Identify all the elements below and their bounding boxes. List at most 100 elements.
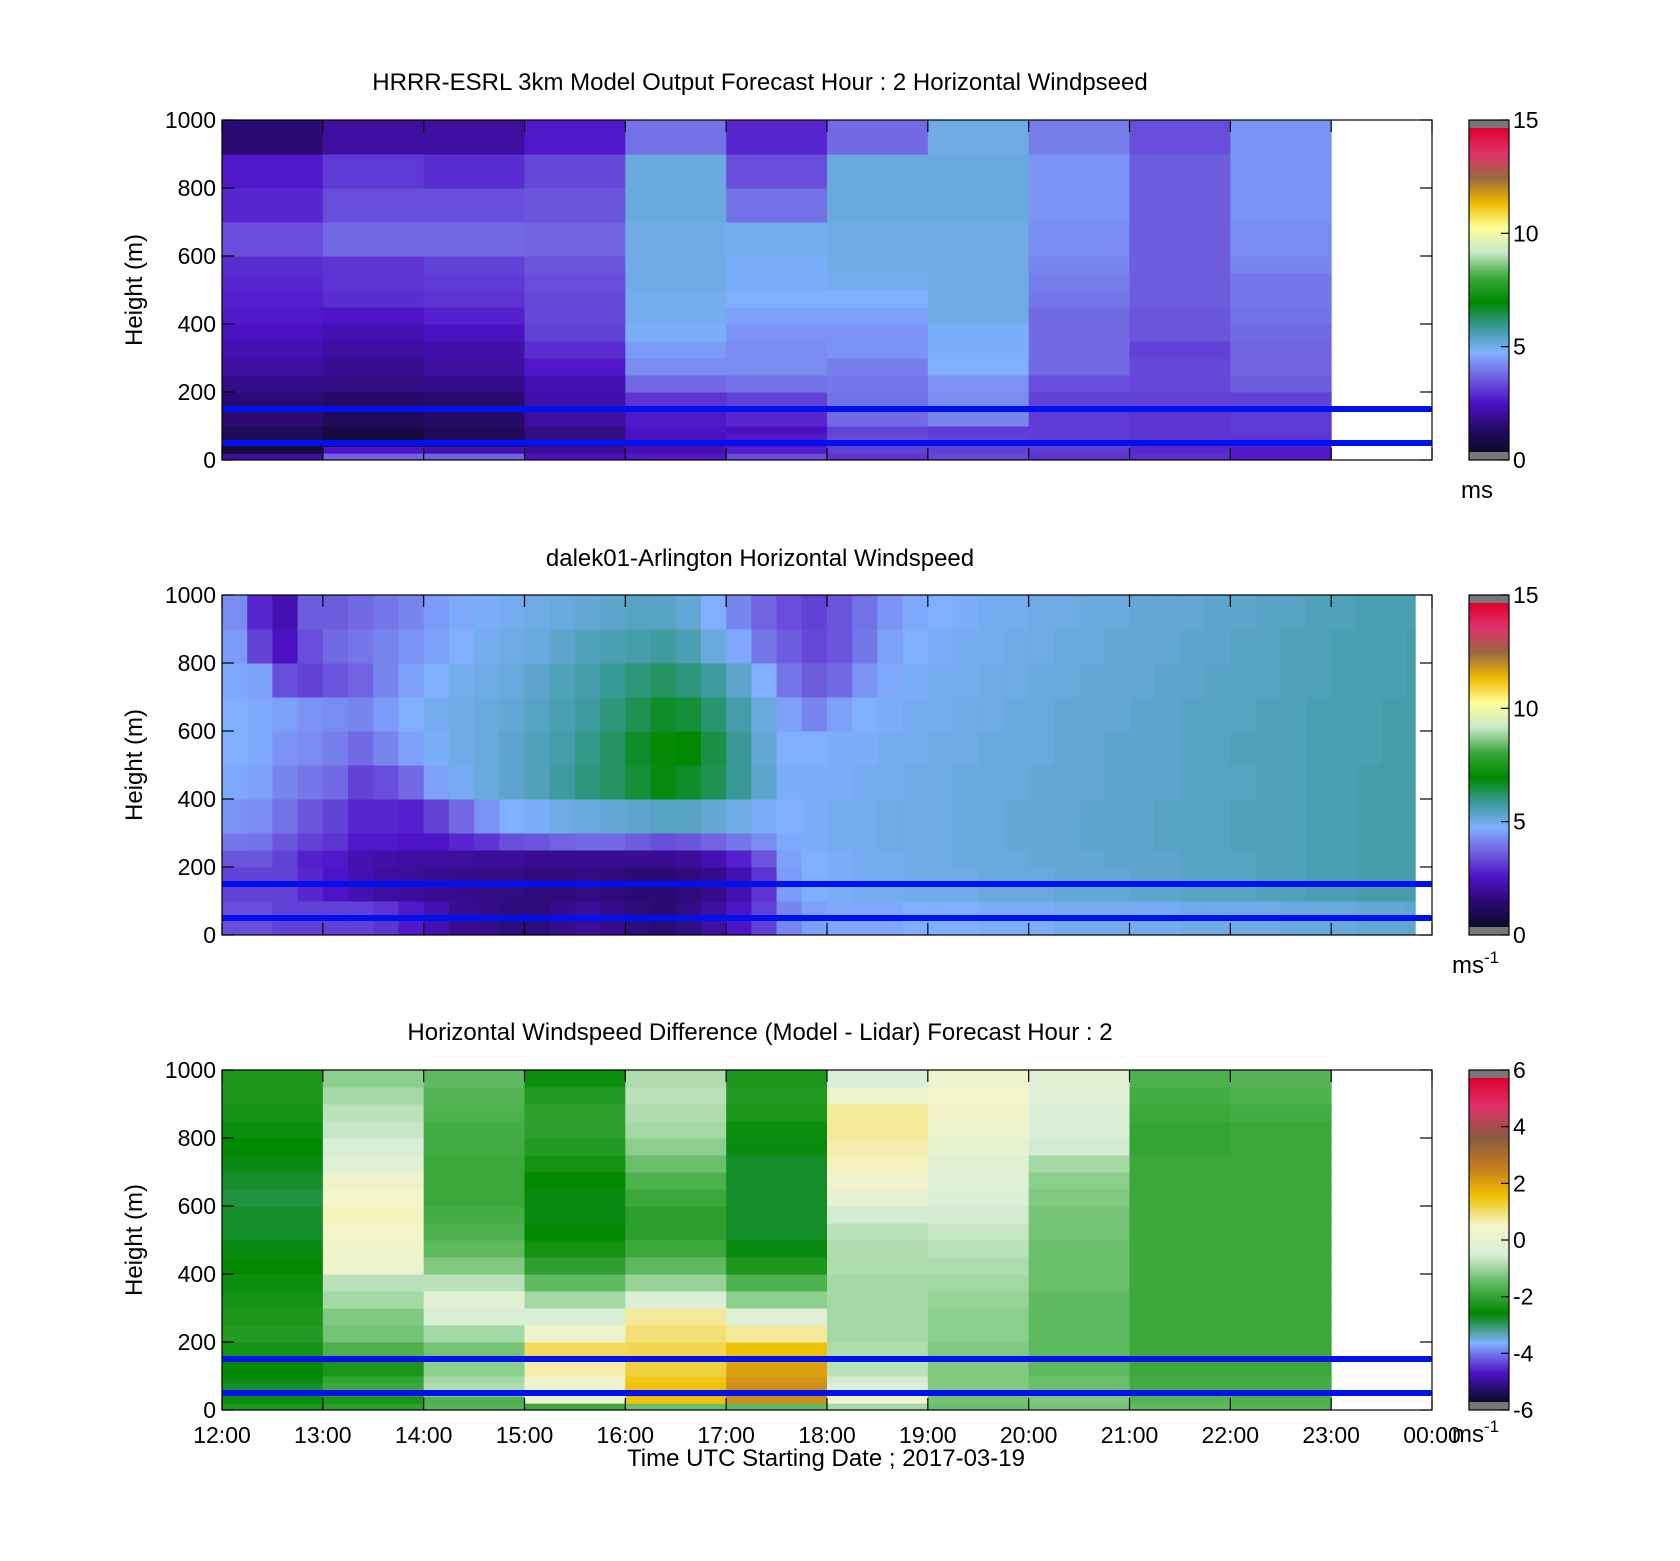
heatmap-cell [1230, 1376, 1332, 1384]
heatmap-cell [1381, 731, 1408, 766]
heatmap-cell [474, 731, 500, 766]
heatmap-cell [827, 120, 929, 155]
heatmap-cell [348, 731, 374, 766]
y-tick-label: 400 [178, 311, 216, 337]
heatmap-cell [1028, 1240, 1130, 1258]
heatmap-cell [524, 1155, 626, 1173]
heatmap-cell [1230, 1274, 1332, 1292]
heatmap-cell [1205, 629, 1231, 664]
heatmap-cell [1104, 833, 1130, 851]
heatmap-cell [1028, 1396, 1130, 1404]
heatmap-cell [423, 256, 525, 274]
heatmap-cell [650, 799, 677, 834]
heatmap-cell [222, 1359, 324, 1377]
heatmap-cell [524, 256, 626, 274]
heatmap-cell [1129, 409, 1231, 427]
heatmap-cell [474, 833, 500, 851]
heatmap-cell [1129, 446, 1231, 454]
heatmap-cell [927, 1403, 1030, 1411]
heatmap-cell [1129, 1359, 1231, 1377]
heatmap-cell [1406, 765, 1416, 800]
heatmap-cell [1406, 833, 1416, 851]
colorbar-unit: ms [1461, 477, 1493, 504]
colorbar-gradient [1469, 128, 1509, 452]
heatmap-cell [1129, 120, 1231, 155]
heatmap-cell [423, 375, 525, 393]
heatmap-cell [1230, 1189, 1332, 1207]
heatmap-cell [322, 629, 349, 664]
heatmap-cell [222, 392, 324, 410]
heatmap-cell [953, 629, 979, 664]
heatmap-cell [398, 731, 425, 766]
heatmap-cell [574, 799, 601, 834]
heatmap-cell [322, 290, 425, 308]
heatmap-cell [1230, 595, 1257, 630]
heatmap-cell [675, 595, 702, 630]
heatmap-cell [322, 256, 425, 274]
heatmap-cell [322, 850, 349, 868]
heatmap-cell [1028, 375, 1130, 393]
heatmap-cell [1381, 850, 1408, 868]
colorbar-tick-label: 6 [1513, 1057, 1526, 1083]
heatmap-cell [1003, 663, 1030, 698]
heatmap-cell [524, 799, 551, 834]
x-tick-label: 14:00 [395, 1422, 453, 1448]
heatmap-cell [1356, 697, 1383, 732]
heatmap-cell [625, 1087, 727, 1105]
heatmap-cell [1129, 307, 1231, 325]
heatmap-cell [1255, 595, 1282, 630]
heatmap-cell [373, 799, 399, 834]
heatmap-cell [751, 799, 778, 834]
heatmap-cell [1079, 595, 1105, 630]
heatmap-cell [700, 833, 727, 851]
heatmap-cell [1230, 1223, 1332, 1241]
heatmap-cell [726, 273, 828, 291]
heatmap-cell [1230, 1291, 1332, 1309]
heatmap-cell [222, 629, 248, 664]
colorbar-tick-label: 5 [1513, 809, 1526, 835]
heatmap-cell [726, 629, 752, 664]
heatmap-cell [1230, 1087, 1332, 1105]
heatmap-cell [1028, 409, 1130, 427]
heatmap-cell [1230, 1240, 1332, 1258]
heatmap-cell [675, 833, 702, 851]
panel-lidar: dalek01-Arlington Horizontal Windspeed 0… [121, 545, 1539, 979]
heatmap-cell [499, 799, 525, 834]
heatmap-cell [852, 697, 878, 732]
x-tick-label: 19:00 [899, 1422, 957, 1448]
heatmap-cell [524, 273, 626, 291]
heatmap-cell [1028, 256, 1130, 274]
colorbar-tick-label: 10 [1513, 220, 1539, 246]
heatmap-cell [1331, 731, 1357, 766]
heatmap-cell [1406, 697, 1416, 732]
heatmap-cell [700, 731, 727, 766]
heatmap-cell [322, 1155, 425, 1173]
heatmap-cell [1406, 629, 1416, 664]
heatmap-cell [827, 1172, 929, 1190]
heatmap-cell [1104, 731, 1130, 766]
heatmap-cell [625, 154, 727, 189]
heatmap-cell [700, 595, 727, 630]
heatmap-cell [827, 697, 853, 732]
heatmap-cell [1230, 850, 1257, 868]
heatmap-cell [625, 595, 652, 630]
heatmap-cell [1129, 1121, 1231, 1139]
x-tick-label: 20:00 [1000, 1422, 1058, 1448]
heatmap-cell [751, 731, 778, 766]
heatmap-cell [1356, 663, 1383, 698]
heatmap-cell [776, 629, 803, 664]
heatmap-cell [322, 1403, 425, 1411]
heatmap-cell [600, 833, 626, 851]
heatmap-cell [726, 1223, 828, 1241]
heatmap-cell [322, 453, 425, 461]
heatmap-cell [222, 1087, 324, 1105]
heatmap-cell [726, 120, 828, 155]
heatmap-cell [827, 663, 853, 698]
heatmap-cell [1003, 629, 1030, 664]
heatmap-cell [322, 222, 425, 257]
heatmap-cell [927, 358, 1030, 376]
heatmap-cell [474, 697, 500, 732]
heatmap-cell [1129, 290, 1231, 308]
panel-title: dalek01-Arlington Horizontal Windspeed [546, 545, 974, 572]
heatmap-cell [827, 432, 929, 441]
